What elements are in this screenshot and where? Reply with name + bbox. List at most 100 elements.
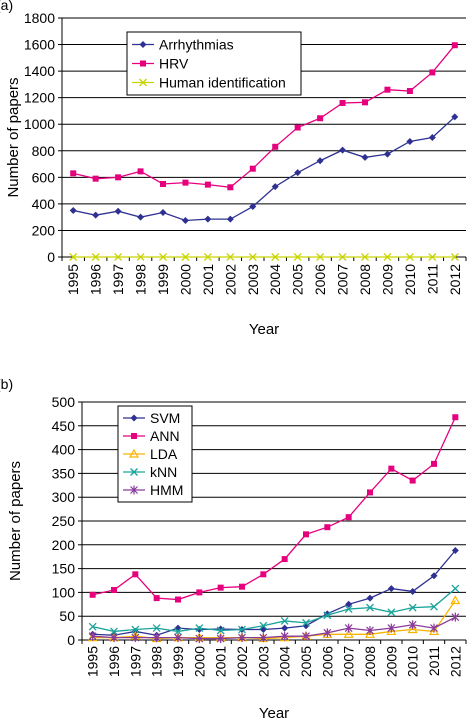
legend-swatch-marker	[130, 468, 138, 476]
y-tick-label: 0	[67, 632, 75, 648]
x-tick-label: 2000	[191, 646, 207, 677]
legend-item: LDA	[123, 446, 178, 462]
y-tick-label: 1600	[24, 37, 55, 53]
legend-swatch-marker	[130, 485, 138, 495]
legend-swatch-marker	[128, 448, 140, 458]
series-line	[92, 616, 456, 640]
x-tick-label: 2007	[341, 646, 357, 677]
y-axis-label: Number of papers	[5, 77, 22, 197]
data-point	[450, 253, 459, 261]
data-point	[259, 621, 268, 630]
x-tick-label: 2002	[234, 646, 250, 677]
data-point	[203, 253, 212, 261]
legend-swatch-marker	[139, 78, 147, 87]
data-point	[324, 524, 331, 531]
data-point	[88, 631, 97, 641]
data-point	[362, 99, 368, 106]
data-point	[181, 216, 189, 224]
x-tick-label: 2000	[177, 264, 193, 295]
data-point	[174, 633, 182, 643]
x-tick-label: 2001	[200, 264, 216, 295]
legend-item: HRV	[132, 56, 189, 72]
data-point	[431, 460, 437, 467]
x-tick-label: 1997	[127, 646, 143, 677]
data-point	[361, 253, 369, 261]
data-point	[450, 595, 461, 605]
legend-item: SVM	[123, 410, 180, 426]
y-tick-label: 1000	[24, 116, 55, 132]
data-point	[451, 547, 459, 555]
data-point	[451, 42, 458, 49]
data-point	[216, 626, 225, 635]
data-point	[317, 115, 324, 122]
data-point	[281, 556, 288, 563]
x-tick-label: 2010	[402, 264, 418, 295]
data-point	[69, 207, 77, 215]
data-point	[227, 184, 234, 191]
x-tick-label: 2006	[312, 264, 328, 295]
data-point	[430, 602, 438, 611]
series-knn	[88, 584, 460, 636]
legend-item: ANN	[123, 428, 180, 444]
data-point	[406, 137, 414, 145]
legend-label: HRV	[159, 56, 189, 72]
y-tick-label: 800	[32, 143, 56, 159]
data-point	[91, 253, 100, 261]
x-tick-label: 2009	[383, 646, 399, 677]
series-hmm	[88, 612, 460, 644]
data-point	[204, 215, 212, 223]
x-tick-label: 2012	[447, 264, 463, 295]
x-tick-label: 2008	[357, 264, 373, 295]
data-point	[451, 584, 460, 593]
legend-label: kNN	[150, 464, 177, 480]
legend-label: HMM	[150, 482, 183, 498]
data-point	[249, 165, 256, 172]
data-point	[160, 180, 166, 187]
data-point	[451, 113, 459, 121]
y-tick-label: 500	[52, 394, 76, 410]
data-point	[216, 634, 225, 644]
data-point	[294, 169, 302, 177]
chart-b: 0 50 100 150 200 250 300 350 400 450 500 1995 1996 19…	[7, 394, 467, 722]
x-tick-label: 2004	[267, 264, 283, 295]
data-point	[92, 211, 100, 219]
data-point	[406, 88, 413, 95]
y-tick-label: 400	[32, 196, 56, 212]
series-line	[92, 416, 456, 601]
series-hrv	[70, 42, 458, 191]
chart-a: 0 200 400 600 800 1000 1200 1400 1600 1800 1995 199…	[5, 10, 467, 338]
legend-item: Arrhythmias	[132, 37, 234, 53]
x-tick-label: 2009	[379, 264, 395, 295]
data-point	[339, 99, 346, 106]
legend-label: Arrhythmias	[159, 37, 234, 53]
y-tick-label: 1200	[24, 90, 55, 106]
x-tick-label: 1998	[133, 264, 149, 295]
series-arrhythmias	[69, 113, 459, 224]
x-tick-label: 1997	[110, 264, 126, 295]
x-tick-label: 1999	[155, 264, 171, 295]
data-point	[428, 134, 436, 141]
data-point	[383, 150, 391, 158]
legend-item: kNN	[123, 464, 177, 480]
legend: SVM ANN LDA kNN HMM	[117, 405, 193, 503]
data-point	[452, 414, 459, 421]
series-line	[92, 600, 456, 640]
y-tick-label: 400	[52, 442, 76, 458]
data-point	[388, 465, 395, 472]
x-tick-label: 2008	[362, 646, 378, 677]
data-point	[226, 253, 235, 261]
x-tick-label: 1995	[65, 264, 81, 295]
data-point	[409, 587, 417, 595]
series-ann	[89, 414, 459, 603]
series-lda	[87, 595, 461, 643]
data-point	[195, 626, 203, 634]
data-point	[366, 594, 374, 602]
series-line	[73, 44, 456, 188]
data-point	[153, 595, 160, 602]
data-point	[217, 625, 225, 633]
data-point	[428, 253, 437, 261]
data-point	[429, 69, 436, 76]
data-point	[111, 587, 117, 594]
data-point	[430, 572, 438, 580]
data-point	[239, 583, 245, 590]
